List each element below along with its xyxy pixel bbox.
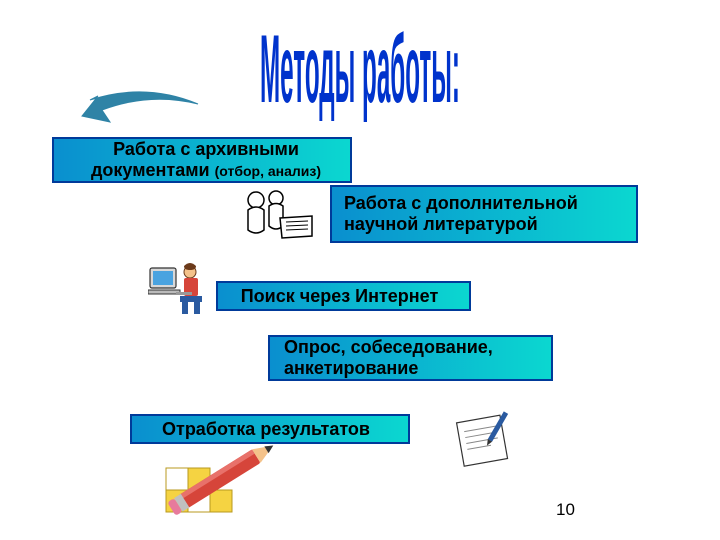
method-subtext-archives: (отбор, анализ) [215,163,321,179]
page-number: 10 [556,500,575,520]
method-box-survey: Опрос, собеседование, анкетирование [268,335,553,381]
method-text-literature: Работа с дополнительной научной литерату… [344,193,628,234]
method-text-internet: Поиск через Интернет [218,286,461,307]
curved-arrow-icon [80,88,210,136]
reading-clipart-icon [234,186,314,240]
method-box-archives: Работа с архивными документами (отбор, а… [52,137,352,183]
method-box-literature: Работа с дополнительной научной литерату… [330,185,638,243]
method-text-survey: Опрос, собеседование, анкетирование [284,337,543,378]
slide-title: Методы работы: [260,16,460,126]
computer-clipart-icon [148,262,210,317]
paper-pen-clipart-icon [450,410,522,470]
pencil-clipart-icon [156,432,286,522]
method-box-internet: Поиск через Интернет [216,281,471,311]
